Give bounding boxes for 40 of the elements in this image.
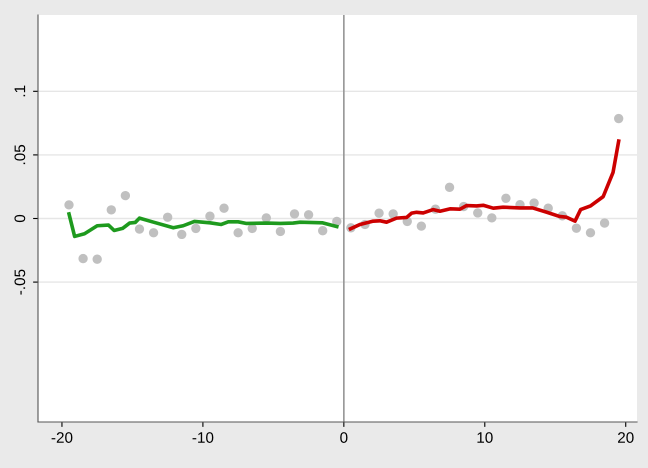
- point: [388, 209, 398, 219]
- point: [290, 209, 300, 219]
- point: [487, 213, 496, 223]
- point: [586, 228, 596, 238]
- point: [163, 212, 172, 222]
- point: [318, 226, 328, 236]
- point: [529, 198, 539, 208]
- point: [92, 254, 102, 264]
- y-tick-label: .1: [14, 86, 26, 96]
- point: [374, 208, 384, 218]
- point: [248, 224, 257, 234]
- point: [134, 224, 144, 234]
- y-tick-label: .05: [14, 144, 26, 164]
- point: [191, 224, 201, 234]
- point: [572, 224, 582, 233]
- x-tick-label: 20: [618, 432, 634, 443]
- point: [444, 182, 454, 192]
- point: [148, 228, 158, 238]
- point: [416, 221, 426, 231]
- point: [78, 254, 88, 264]
- point: [276, 226, 286, 236]
- x-tick-label: -10: [192, 432, 214, 443]
- y-tick-label: 0: [14, 214, 26, 222]
- point: [501, 194, 511, 203]
- x-tick-label: -20: [52, 432, 72, 443]
- point: [205, 212, 215, 221]
- point: [64, 200, 74, 210]
- point: [262, 213, 271, 223]
- point: [219, 204, 229, 213]
- y-tick-label: -.05: [14, 270, 26, 295]
- point: [177, 230, 186, 240]
- point: [304, 210, 314, 220]
- point: [233, 228, 243, 238]
- point: [473, 208, 482, 218]
- x-tick-label: 10: [477, 432, 493, 443]
- point: [600, 218, 610, 228]
- point: [614, 114, 624, 124]
- point: [120, 190, 130, 200]
- point: [106, 205, 116, 215]
- x-tick-label: 0: [340, 432, 348, 443]
